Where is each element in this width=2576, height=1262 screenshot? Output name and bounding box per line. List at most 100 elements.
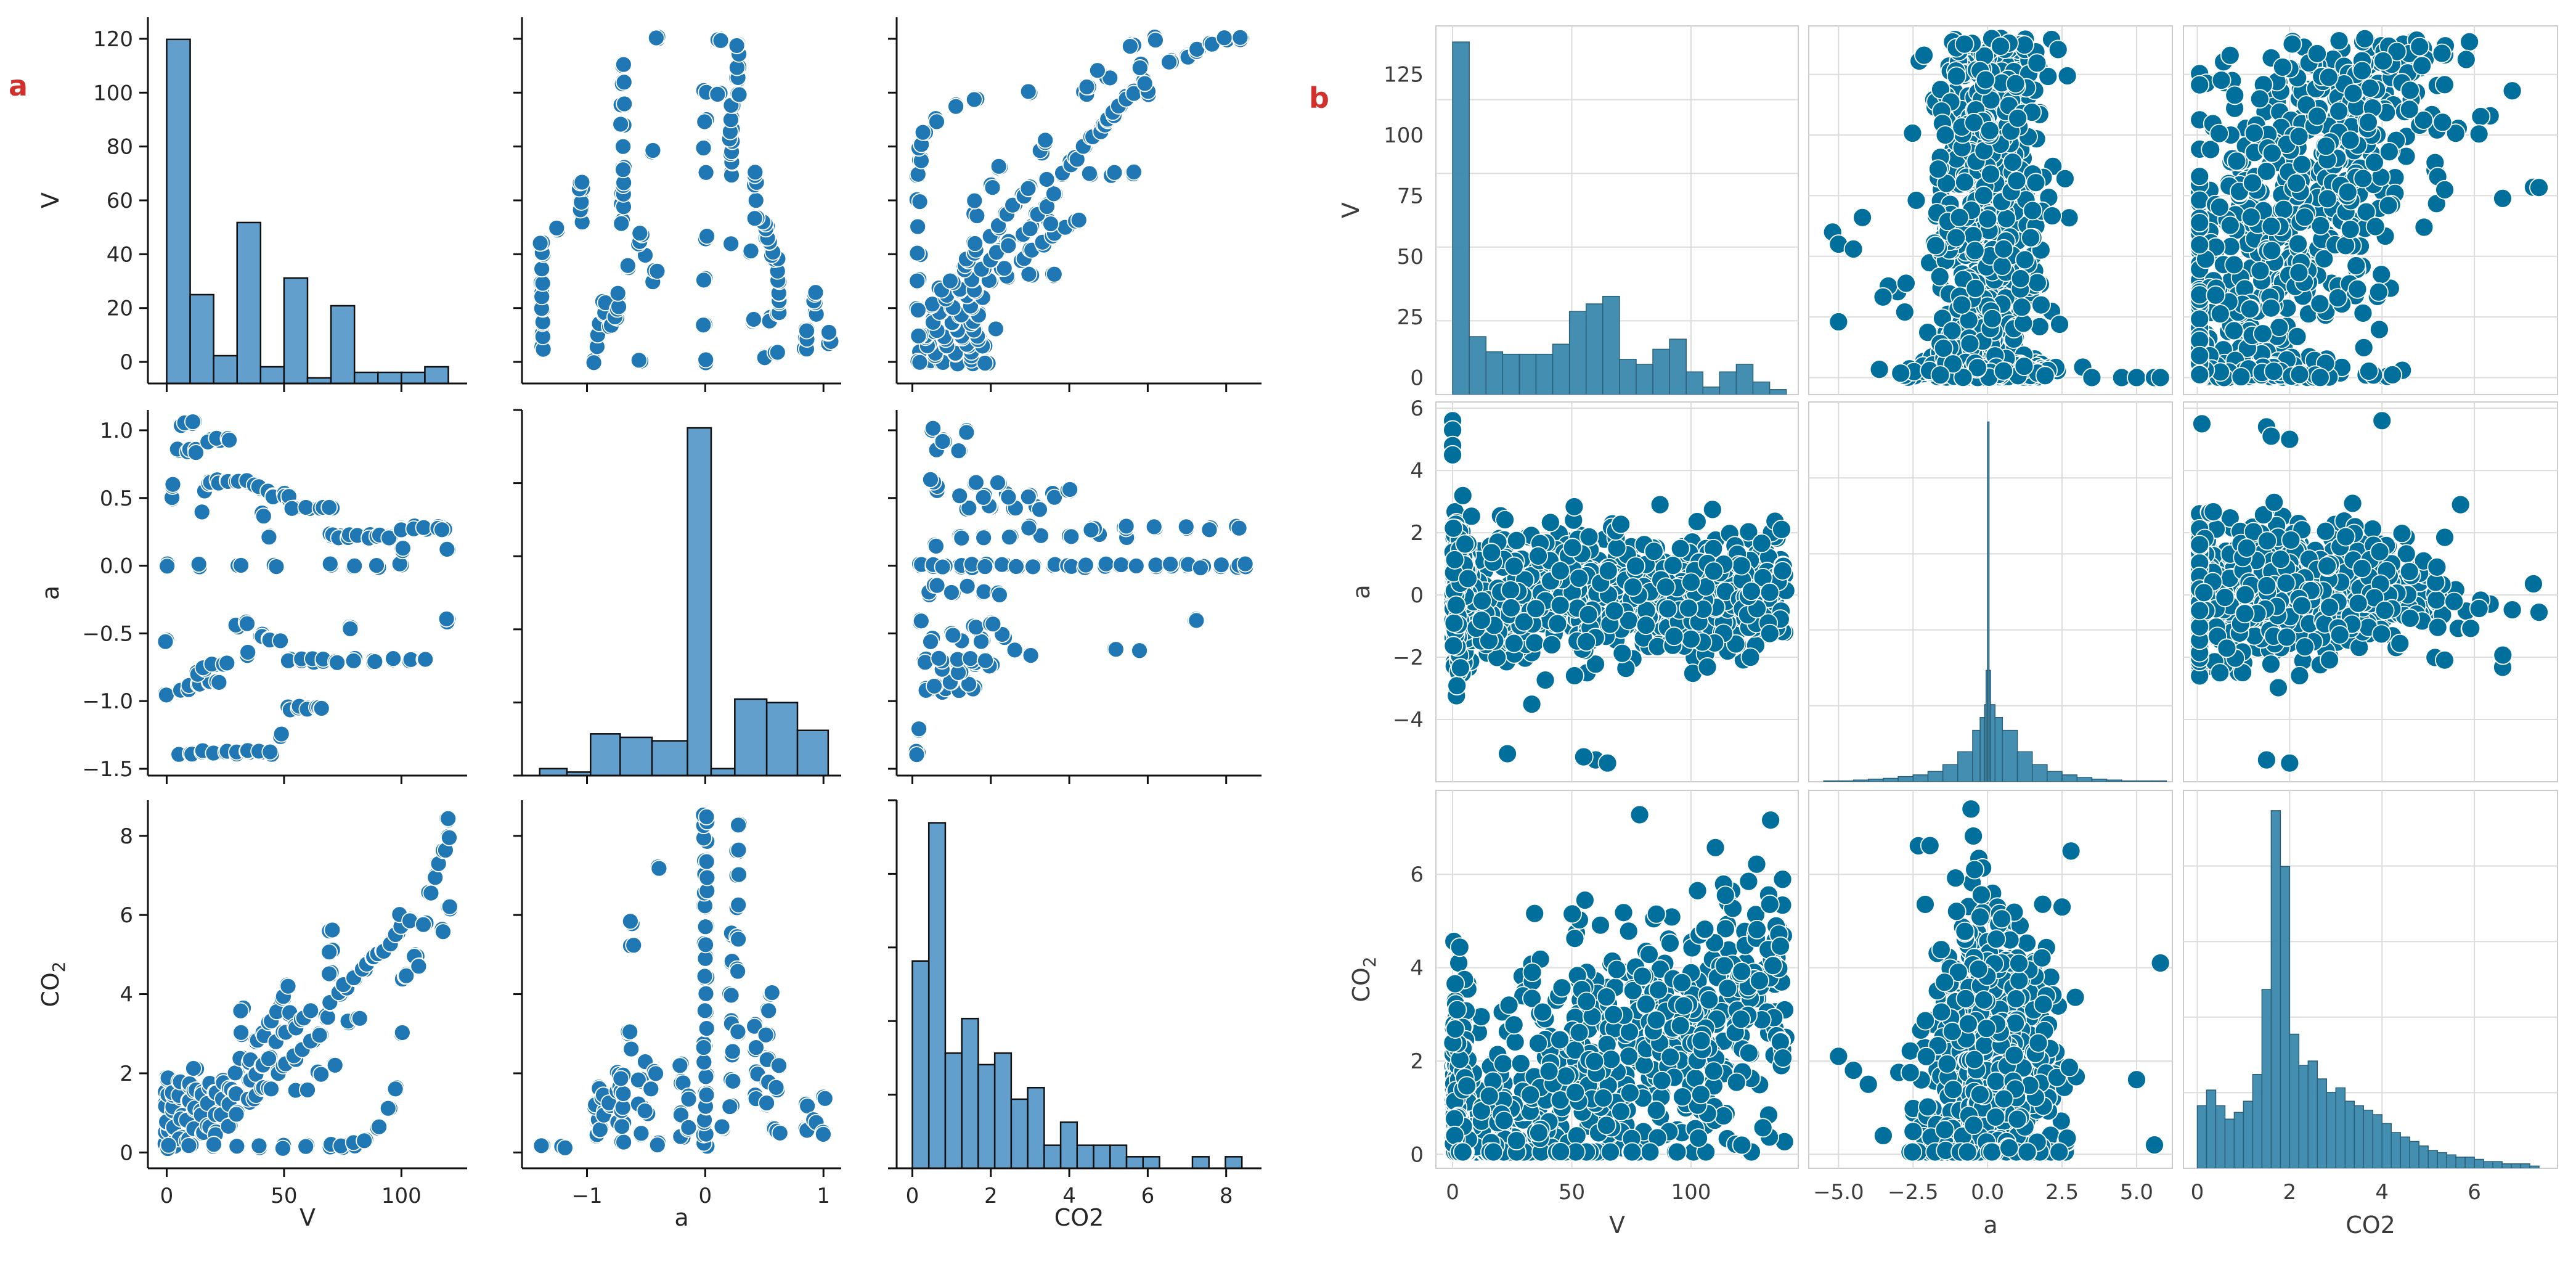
scatter-point [697,351,715,369]
scatter-point [297,1137,315,1155]
scatter-point [1501,580,1520,600]
y-tick-label: 4 [1410,459,1424,483]
hist-bar [1823,780,1840,782]
scatter-point [1943,354,1963,374]
scatter-point [1045,265,1063,283]
scatter-point [746,163,764,181]
scatter-point [302,1002,320,1020]
scatter-point [698,808,715,826]
scatter-point [1080,165,1098,182]
hist-bar [1897,776,1914,782]
scatter-point [2249,89,2270,109]
scatter-point [1495,510,1515,530]
scatter-point [1965,278,1986,298]
hist-bar [539,768,568,776]
scatter-point [2127,367,2146,388]
scatter-point [1455,534,1475,554]
scatter-point [2329,101,2349,121]
scatter-point [1965,240,1985,261]
x-axis-title: CO2 [1054,1204,1104,1231]
scatter-point [698,1020,715,1037]
scatter-point [2414,217,2434,237]
scatter-point [1215,29,1233,47]
scatter-point [2008,108,2028,128]
scatter-point [1453,485,1473,506]
scatter-point [698,853,715,871]
scatter-point [1097,555,1115,573]
scatter-point [2353,303,2373,323]
scatter-point [1996,208,2016,229]
scatter-point [910,720,927,738]
scatter-point [2432,112,2453,133]
scatter-point [644,142,662,159]
scatter-point [914,123,932,141]
scatter-point [698,227,715,245]
scatter-point [984,615,1002,633]
cell-V-vs-V [1435,25,1799,395]
scatter-point [975,529,993,547]
scatter-point [1670,538,1690,559]
scatter-point [1535,670,1555,690]
scatter-point [2310,216,2331,236]
cell-content [532,806,834,1157]
y-tick-label: 0 [120,350,133,375]
hist-bar [1853,779,1869,782]
scatter-point [722,235,740,253]
scatter-point [987,320,1005,338]
scatter-point [2150,367,2170,388]
scatter-point [1443,636,1464,656]
scatter-point [193,503,211,521]
y-tick-label: 2 [120,1062,133,1086]
x-axis-title: V [300,1204,316,1231]
y-tick-label: 0.5 [100,486,133,511]
scatter-point [648,1136,666,1154]
scatter-point [2432,43,2452,64]
scatter-point [2445,123,2466,144]
scatter-point [1663,555,1683,576]
scatter-point [263,1080,280,1098]
scatter-point [157,633,174,650]
scatter-point [2082,367,2102,388]
scatter-point [922,470,939,488]
scatter-point [1573,747,1594,767]
scatter-point [1032,527,1050,544]
scatter-point [2264,361,2284,382]
hist-bar [1142,1156,1160,1168]
y-tick-label: 0 [1410,366,1424,390]
scatter-point [2201,139,2221,160]
hist-bar [2091,779,2108,782]
scatter-point [695,1053,713,1071]
scatter-point [2003,152,2023,172]
scatter-point [2190,75,2210,95]
scatter-point [1983,308,2002,329]
scatter-point [2250,261,2270,281]
scatter-point [1926,236,1946,256]
scatter-point [1008,558,1025,575]
cell-content [1452,41,1787,395]
scatter-point [267,558,285,575]
scatter-point [1501,598,1521,618]
scatter-point [1461,506,1482,527]
scatter-point [1979,120,2000,141]
cell-V-vs-V [139,17,467,392]
scatter-point [2336,236,2356,256]
scatter-point [2318,67,2339,88]
scatter-point [1967,358,1987,378]
scatter-point [1525,633,1545,653]
scatter-point [2410,36,2430,57]
scatter-point [2224,255,2244,275]
scatter-point [807,284,825,301]
scatter-point [1020,519,1038,537]
hist-bar [687,427,712,776]
scatter-point [1443,518,1464,538]
scatter-point [2294,207,2315,227]
scatter-point [2055,168,2075,189]
scatter-point [2225,85,2245,105]
scatter-point [2340,219,2360,239]
hist-bar [651,740,688,776]
cell-a-vs-CO2 [2183,401,2558,782]
scatter-point [911,353,929,371]
scatter-point [1022,647,1040,665]
scatter-point [2021,227,2040,248]
